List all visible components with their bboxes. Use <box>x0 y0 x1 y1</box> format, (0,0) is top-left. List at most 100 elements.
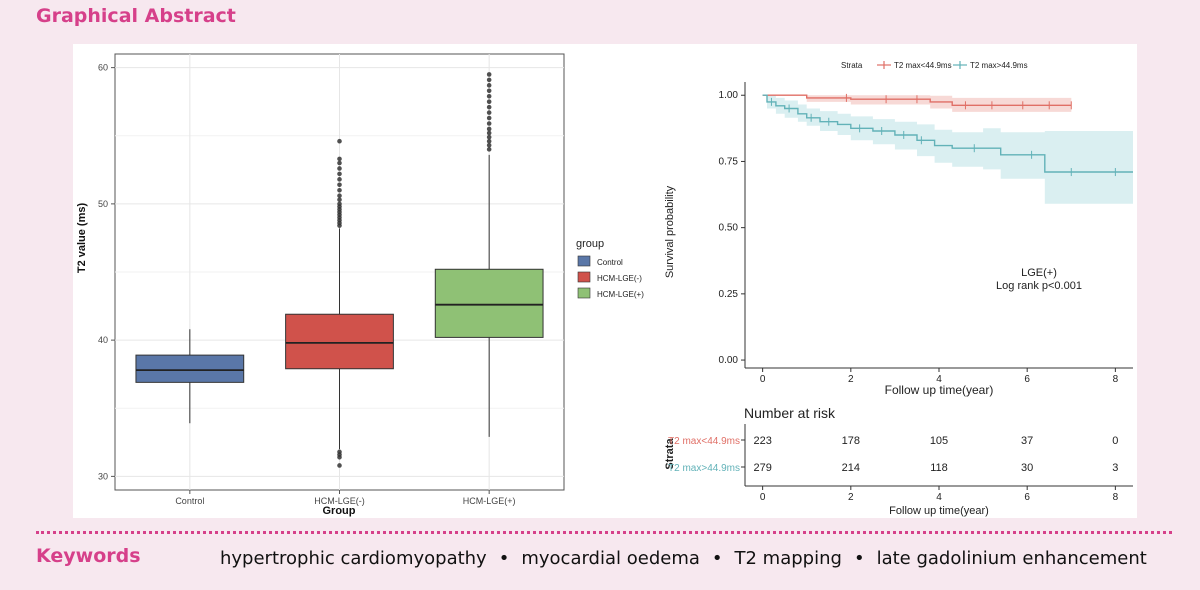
risk-cell: 37 <box>1021 435 1033 447</box>
km-line-1 <box>762 94 1133 173</box>
legend-label-control: Control <box>597 258 623 267</box>
km-legend-label-low: T2 max<44.9ms <box>894 61 952 70</box>
km-x-tick-label: 0 <box>760 374 766 385</box>
legend-swatch-control <box>577 255 591 267</box>
boxplot-x-tick-label: HCM-LGE(-) <box>314 496 365 506</box>
risk-table: Number at risk Strata T2 max<44.9ms T2 m… <box>664 405 1133 517</box>
risk-strata-label: Strata <box>664 438 676 470</box>
box-outlier <box>337 193 342 198</box>
box-outlier <box>486 72 492 77</box>
box-iqr <box>434 268 544 338</box>
km-legend-title: Strata <box>841 61 863 70</box>
km-x-label: Follow up time(year) <box>885 383 994 397</box>
boxplot-y-tick-label: 50 <box>98 199 108 209</box>
boxplot-legend: group Control HCM-LGE(-) HCM-LGE(+) <box>576 238 644 299</box>
box-hcm-lge <box>285 138 394 468</box>
km-band-1 <box>762 95 1133 204</box>
risk-x-label: Follow up time(year) <box>889 505 989 517</box>
graphical-abstract-title: Graphical Abstract <box>36 5 236 27</box>
box-outlier <box>337 160 342 166</box>
box-outlier <box>486 138 492 144</box>
box-outlier <box>337 463 342 468</box>
km-chart: Strata T2 max<44.9ms T2 max>44.9ms 0.00 0… <box>664 61 1133 397</box>
box-outlier <box>486 88 492 94</box>
risk-cell: 0 <box>1112 435 1118 447</box>
keywords-list: hypertrophic cardiomyopathy • myocardial o… <box>220 548 1147 569</box>
boxplot-boxes <box>135 72 544 468</box>
boxplot-y-tick-label: 30 <box>98 471 108 481</box>
risk-x-tick-label: 8 <box>1113 492 1119 503</box>
box-outlier <box>486 130 492 136</box>
risk-cell: 118 <box>930 462 948 474</box>
keyword-item: T2 mapping <box>734 548 842 569</box>
box-outlier <box>486 142 492 148</box>
keyword-item: myocardial oedema <box>521 548 700 569</box>
boxplot-y-tick-label: 60 <box>98 63 108 73</box>
boxplot-x-tick-label: HCM-LGE(+) <box>463 496 516 506</box>
boxplot-y-ticks: 30 40 50 60 <box>98 63 115 481</box>
risk-x-tick-label: 0 <box>760 492 766 503</box>
km-y-tick-label: 0.75 <box>719 156 739 167</box>
km-y-tick-label: 0.25 <box>719 289 739 300</box>
keyword-separator: • <box>498 548 510 569</box>
box-hcm-lge <box>434 72 544 437</box>
km-y-tick-label: 0.50 <box>719 223 739 234</box>
box-outlier <box>486 93 492 99</box>
box-outlier <box>337 138 342 144</box>
km-x-tick-label: 4 <box>936 374 942 385</box>
section-divider <box>36 531 1172 534</box>
km-annotation-lge: LGE(+) <box>1021 267 1057 279</box>
risk-cell: 214 <box>842 462 860 474</box>
box-outlier <box>486 110 492 115</box>
keyword-separator: • <box>853 548 865 569</box>
risk-cell: 223 <box>753 435 771 447</box>
box-outlier <box>486 134 492 140</box>
risk-cell: 30 <box>1021 462 1033 474</box>
km-confidence-bands <box>762 95 1133 204</box>
box-outlier <box>337 177 342 182</box>
box-outlier <box>486 115 492 121</box>
box-outlier <box>337 171 342 177</box>
keyword-separator: • <box>711 548 723 569</box>
km-line-0 <box>762 94 1072 106</box>
box-outlier <box>337 449 342 455</box>
box-outlier <box>486 77 492 83</box>
box-outlier <box>486 147 492 152</box>
boxplot-x-ticks: Control HCM-LGE(-) HCM-LGE(+) <box>175 490 516 506</box>
km-x-ticks: 0 2 4 6 8 <box>760 368 1119 385</box>
box-outlier <box>486 104 492 110</box>
figure-panel: 30 40 50 60 Control HCM-LGE(-) HCM-LGE(+) T2 … <box>73 44 1137 518</box>
km-x-tick-label: 8 <box>1113 374 1119 385</box>
box-iqr <box>285 313 394 370</box>
legend-label-hcm-lge-pos: HCM-LGE(+) <box>597 290 644 299</box>
box-outlier <box>337 156 342 162</box>
km-legend: Strata T2 max<44.9ms T2 max>44.9ms <box>841 61 1028 70</box>
risk-x-tick-label: 4 <box>936 492 942 503</box>
boxplot-x-label: Group <box>323 505 356 517</box>
risk-x-tick-label: 2 <box>848 492 854 503</box>
keyword-item: hypertrophic cardiomyopathy <box>220 548 487 569</box>
km-annotation-logrank: Log rank p<0.001 <box>996 280 1082 292</box>
box-outlier <box>337 187 342 193</box>
km-x-tick-label: 2 <box>848 374 854 385</box>
box-outlier <box>486 121 492 126</box>
box-control <box>135 329 245 424</box>
boxplot-y-tick-label: 40 <box>98 335 108 345</box>
risk-cell: 105 <box>930 435 948 447</box>
km-y-ticks: 0.00 0.25 0.50 0.75 1.00 <box>719 90 745 366</box>
boxplot-x-tick-label: Control <box>175 496 204 506</box>
km-survival-lines <box>762 94 1133 173</box>
risk-x-ticks: 0 2 4 6 8 <box>760 486 1119 503</box>
keyword-item: late gadolinium enhancement <box>876 548 1147 569</box>
boxplot-y-label: T2 value (ms) <box>76 203 88 274</box>
box-iqr <box>135 354 245 383</box>
risk-title: Number at risk <box>744 405 836 421</box>
risk-cell: 178 <box>842 435 860 447</box>
legend-label-hcm-lge-neg: HCM-LGE(-) <box>597 274 642 283</box>
risk-row-label-low: T2 max<44.9ms <box>668 436 740 447</box>
box-outlier <box>337 197 342 203</box>
box-outlier <box>486 99 492 104</box>
keywords-title: Keywords <box>36 545 141 567</box>
km-y-tick-label: 0.00 <box>719 355 739 366</box>
